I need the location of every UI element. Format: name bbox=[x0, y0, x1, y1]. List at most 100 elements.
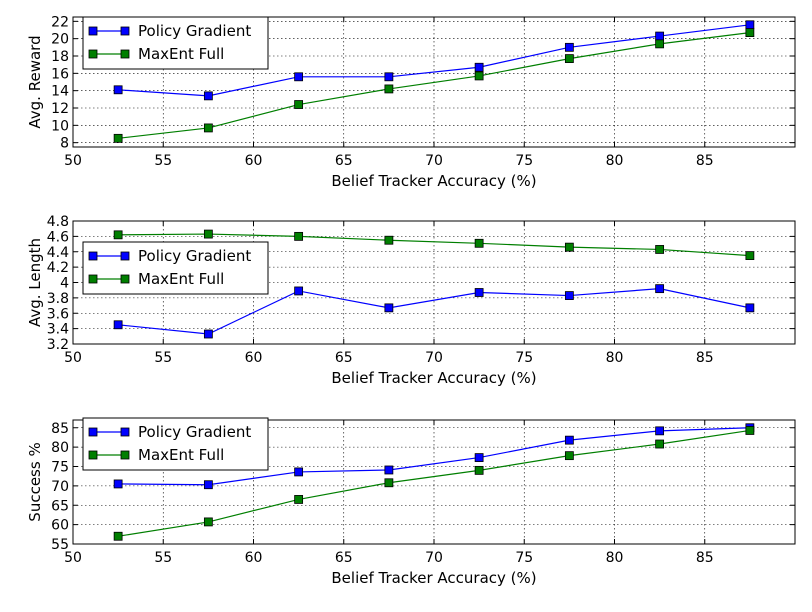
data-point-series-2 bbox=[564, 242, 574, 252]
data-point-series-1 bbox=[655, 284, 665, 294]
data-point-series-1 bbox=[474, 453, 484, 462]
x-tick-label: 85 bbox=[696, 153, 714, 169]
data-point-series-1 bbox=[294, 72, 304, 82]
y-tick-label: 3.4 bbox=[47, 322, 69, 338]
y-axis-label: Success % bbox=[26, 442, 44, 521]
chart-panel-2: 50 55 60 65 70 75 80 85 3.23.43.63.844.24.44.64.… bbox=[26, 214, 796, 387]
data-point-series-2 bbox=[745, 426, 755, 435]
legend-marker-2 bbox=[88, 49, 98, 59]
data-point-series-2 bbox=[655, 439, 665, 449]
x-tick-label: 55 bbox=[154, 350, 172, 366]
y-tick-label: 16 bbox=[51, 66, 69, 82]
series-line-2 bbox=[118, 429, 750, 537]
legend: Policy Gradient MaxEnt Full bbox=[82, 241, 269, 295]
x-axis-label: Belief Tracker Accuracy (%) bbox=[331, 369, 536, 387]
y-tick-label: 22 bbox=[51, 14, 69, 30]
y-tick-label: 4 bbox=[60, 276, 69, 292]
data-point-series-2 bbox=[655, 39, 665, 49]
data-point-series-1 bbox=[203, 329, 213, 339]
legend-box bbox=[82, 16, 269, 70]
data-point-series-1 bbox=[564, 42, 574, 52]
legend-label-1: Policy Gradient bbox=[138, 22, 251, 40]
y-tick-label: 75 bbox=[51, 460, 69, 476]
legend-label-1: Policy Gradient bbox=[138, 247, 251, 265]
y-tick-label: 60 bbox=[51, 518, 69, 534]
x-tick-label: 75 bbox=[515, 550, 533, 566]
data-point-series-1 bbox=[474, 62, 484, 72]
x-tick-label: 85 bbox=[696, 550, 714, 566]
y-tick-label: 55 bbox=[51, 537, 69, 553]
y-tick-label: 3.8 bbox=[47, 291, 69, 307]
series-line-1 bbox=[118, 427, 750, 486]
legend-marker-1 bbox=[88, 26, 98, 36]
x-tick-label: 50 bbox=[64, 350, 82, 366]
x-tick-label: 65 bbox=[335, 350, 353, 366]
x-tick-label: 65 bbox=[335, 550, 353, 566]
data-point-series-1 bbox=[113, 479, 123, 489]
legend-label-2: MaxEnt Full bbox=[138, 446, 224, 464]
y-tick-label: 10 bbox=[51, 118, 69, 134]
data-point-series-1 bbox=[203, 480, 213, 490]
data-point-series-1 bbox=[655, 31, 665, 41]
legend-marker-1 bbox=[120, 251, 130, 261]
y-tick-label: 4.8 bbox=[47, 214, 69, 230]
data-point-series-2 bbox=[203, 229, 213, 239]
data-point-series-2 bbox=[745, 28, 755, 38]
y-tick-label: 20 bbox=[51, 32, 69, 48]
x-tick-label: 70 bbox=[425, 550, 443, 566]
x-tick-label: 60 bbox=[245, 550, 263, 566]
data-point-series-2 bbox=[564, 54, 574, 63]
legend-marker-2 bbox=[120, 49, 130, 59]
x-tick-label: 50 bbox=[64, 550, 82, 566]
y-tick-label: 4.6 bbox=[47, 229, 69, 245]
data-point-series-2 bbox=[113, 531, 123, 541]
x-tick-label: 55 bbox=[154, 550, 172, 566]
y-tick-label: 3.6 bbox=[47, 306, 69, 322]
data-point-series-1 bbox=[564, 291, 574, 300]
data-point-series-1 bbox=[294, 286, 304, 296]
data-point-series-2 bbox=[474, 238, 484, 248]
data-point-series-2 bbox=[384, 235, 394, 245]
data-point-series-1 bbox=[384, 465, 394, 475]
y-tick-label: 70 bbox=[51, 479, 69, 495]
legend-marker-2 bbox=[88, 274, 98, 284]
y-tick-label: 12 bbox=[51, 101, 69, 117]
x-tick-label: 80 bbox=[606, 550, 624, 566]
series-line-2 bbox=[118, 233, 750, 257]
y-tick-label: 14 bbox=[51, 84, 69, 100]
legend-box bbox=[82, 241, 269, 295]
legend-label-2: MaxEnt Full bbox=[138, 270, 224, 288]
y-tick-label: 4.4 bbox=[47, 245, 69, 261]
y-tick-label: 80 bbox=[51, 440, 69, 456]
data-point-series-2 bbox=[745, 251, 755, 260]
x-tick-label: 80 bbox=[606, 350, 624, 366]
y-tick-label: 65 bbox=[51, 498, 69, 514]
series-line-2 bbox=[118, 32, 750, 139]
data-point-series-2 bbox=[113, 230, 123, 240]
data-point-series-2 bbox=[113, 133, 123, 143]
series-line-1 bbox=[118, 288, 750, 335]
legend-marker-1 bbox=[120, 26, 130, 36]
data-point-series-1 bbox=[384, 72, 394, 82]
x-tick-label: 55 bbox=[154, 153, 172, 169]
legend: Policy Gradient MaxEnt Full bbox=[82, 417, 269, 471]
data-point-series-2 bbox=[203, 517, 213, 527]
data-point-series-1 bbox=[745, 20, 755, 30]
x-tick-label: 75 bbox=[515, 350, 533, 366]
legend-marker-2 bbox=[120, 450, 130, 460]
data-point-series-1 bbox=[294, 467, 304, 477]
legend-marker-1 bbox=[88, 427, 98, 437]
data-point-series-2 bbox=[655, 245, 665, 254]
legend-marker-2 bbox=[88, 450, 98, 460]
x-tick-label: 80 bbox=[606, 153, 624, 169]
data-point-series-1 bbox=[655, 426, 665, 436]
x-tick-label: 70 bbox=[425, 153, 443, 169]
data-point-series-1 bbox=[564, 435, 574, 445]
x-tick-label: 75 bbox=[515, 153, 533, 169]
legend-label-2: MaxEnt Full bbox=[138, 45, 224, 63]
y-tick-label: 8 bbox=[60, 136, 69, 152]
y-tick-label: 3.2 bbox=[47, 337, 69, 353]
y-axis-label: Avg. Length bbox=[26, 238, 44, 327]
